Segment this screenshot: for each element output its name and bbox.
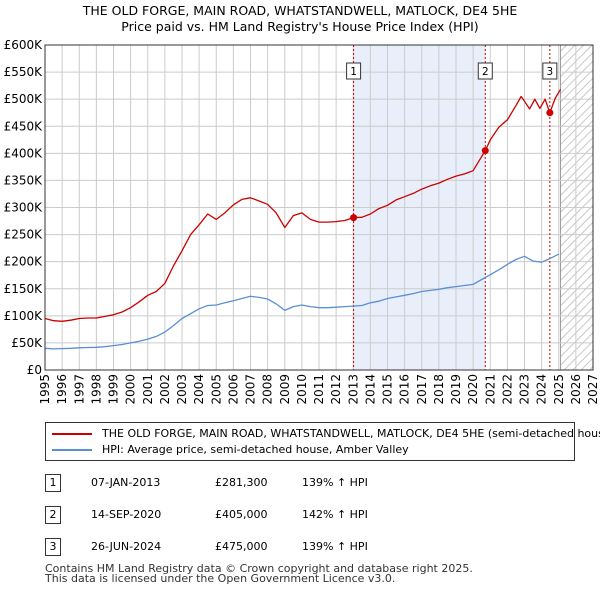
hpi-series-line [44, 253, 560, 350]
x-tick-label: 2024 [535, 374, 549, 405]
sale-point [546, 109, 554, 117]
y-tick-label: £150K [4, 282, 44, 296]
x-tick-label: 2010 [295, 374, 309, 405]
x-tick-label: 1995 [38, 374, 52, 405]
sale-number-badge: 3 [45, 538, 61, 556]
sale-hpi-change: 142% ↑ HPI [302, 508, 368, 521]
y-tick-label: £250K [4, 228, 44, 242]
x-tick-label: 2009 [278, 374, 292, 405]
property-series-line [44, 89, 562, 322]
footer-licence: This data is licensed under the Open Gov… [45, 572, 396, 585]
x-tick-label: 2018 [432, 374, 446, 405]
x-tick-label: 2020 [466, 374, 480, 405]
sale-point [481, 147, 489, 155]
y-tick-label: £600K [4, 38, 44, 52]
x-tick-label: 2012 [329, 374, 343, 405]
sale-price: £405,000 [215, 508, 268, 521]
sale-label-box [477, 62, 493, 80]
sale-hpi-change: 139% ↑ HPI [302, 540, 368, 553]
x-tick-label: 2025 [552, 374, 566, 405]
sale-date: 07-JAN-2013 [91, 476, 161, 489]
x-tick-label: 2015 [381, 374, 395, 405]
x-tick-label: 2023 [518, 374, 532, 405]
x-tick-label: 2014 [363, 374, 377, 405]
x-tick-label: 2001 [141, 374, 155, 405]
x-tick-label: 2005 [209, 374, 223, 405]
legend-hpi-swatch [52, 449, 92, 451]
chart-title-line2: Price paid vs. HM Land Registry's House … [121, 19, 479, 34]
x-tick-label: 2026 [569, 374, 583, 405]
x-tick-label: 2017 [415, 374, 429, 405]
sale-label-text: 2 [482, 66, 489, 78]
sale-price: £281,300 [215, 476, 268, 489]
y-tick-label: £550K [4, 65, 44, 79]
x-tick-label: 2011 [312, 374, 326, 405]
sale-label-text: 1 [350, 66, 357, 78]
y-tick-label: £200K [4, 255, 44, 269]
sale-date: 14-SEP-2020 [91, 508, 162, 521]
y-tick-label: £50K [11, 336, 43, 350]
chart-title-line1: THE OLD FORGE, MAIN ROAD, WHATSTANDWELL,… [82, 3, 518, 18]
x-tick-label: 1999 [107, 374, 121, 405]
y-tick-label: £350K [4, 173, 44, 187]
y-tick-label: £450K [4, 119, 44, 133]
legend-property-label: THE OLD FORGE, MAIN ROAD, WHATSTANDWELL,… [102, 427, 600, 440]
x-tick-label: 2008 [261, 374, 275, 405]
sale-label-box [346, 62, 362, 80]
x-tick-label: 2002 [158, 374, 172, 405]
x-tick-label: 2027 [586, 374, 600, 405]
x-tick-label: 1997 [72, 374, 86, 405]
sale-label-text: 3 [547, 66, 554, 78]
sale-number-badge: 1 [45, 474, 61, 492]
x-tick-label: 2016 [398, 374, 412, 405]
y-tick-label: £400K [4, 146, 44, 160]
y-tick-label: £300K [4, 201, 44, 215]
sale-label-box [542, 62, 558, 80]
y-tick-label: £0 [27, 363, 42, 377]
plot-frame [44, 44, 594, 371]
legend-hpi-label: HPI: Average price, semi-detached house,… [102, 443, 409, 456]
x-tick-label: 1996 [55, 374, 69, 405]
x-tick-label: 2021 [483, 374, 497, 405]
x-tick-label: 2006 [226, 374, 240, 405]
sale-number-badge: 2 [45, 506, 61, 524]
sale-date: 26-JUN-2024 [91, 540, 162, 553]
sale-point [350, 214, 358, 222]
x-tick-label: 2022 [500, 374, 514, 405]
y-tick-label: £500K [4, 92, 44, 106]
legend-property-swatch [52, 433, 92, 435]
x-tick-label: 2003 [175, 374, 189, 405]
legend: THE OLD FORGE, MAIN ROAD, WHATSTANDWELL,… [45, 422, 600, 461]
x-tick-label: 2019 [449, 374, 463, 405]
footer-copyright: Contains HM Land Registry data © Crown c… [45, 562, 473, 575]
price-chart: 1 2 3 £0 £50K £100K £150K £200K £250K £300K £350K £… [4, 38, 600, 405]
x-tick-label: 2000 [124, 374, 138, 405]
x-tick-label: 2004 [192, 374, 206, 405]
y-tick-label: £100K [4, 309, 44, 323]
sale-price: £475,000 [215, 540, 268, 553]
x-tick-label: 2007 [244, 374, 258, 405]
sale-hpi-change: 139% ↑ HPI [302, 476, 368, 489]
x-tick-label: 2013 [346, 374, 360, 405]
x-tick-label: 1998 [89, 374, 103, 405]
